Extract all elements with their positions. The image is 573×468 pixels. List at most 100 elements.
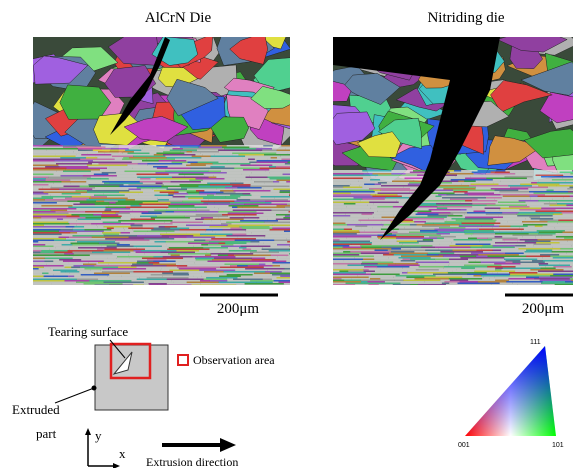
texture bbox=[286, 261, 330, 263]
texture bbox=[369, 188, 410, 190]
texture bbox=[485, 211, 491, 213]
texture bbox=[33, 246, 53, 248]
texture bbox=[333, 182, 378, 184]
texture bbox=[417, 241, 433, 243]
texture bbox=[447, 271, 452, 273]
texture bbox=[123, 228, 128, 230]
texture bbox=[109, 183, 142, 185]
texture bbox=[541, 176, 548, 178]
texture bbox=[39, 247, 55, 249]
texture bbox=[33, 172, 77, 174]
texture bbox=[101, 246, 106, 248]
texture bbox=[536, 211, 573, 213]
texture bbox=[423, 239, 433, 241]
texture bbox=[156, 153, 184, 155]
texture bbox=[141, 205, 168, 207]
texture bbox=[33, 268, 39, 270]
texture bbox=[333, 179, 370, 181]
texture bbox=[252, 178, 270, 180]
texture bbox=[86, 157, 97, 159]
texture bbox=[460, 257, 504, 259]
texture bbox=[91, 270, 101, 272]
texture bbox=[131, 219, 155, 221]
texture bbox=[33, 237, 59, 239]
texture bbox=[281, 145, 302, 147]
texture bbox=[156, 183, 163, 185]
texture bbox=[259, 217, 283, 219]
texture bbox=[86, 217, 121, 219]
texture bbox=[458, 283, 500, 285]
texture bbox=[506, 232, 539, 234]
texture bbox=[211, 156, 245, 158]
texture bbox=[410, 259, 435, 261]
texture bbox=[130, 244, 166, 246]
texture bbox=[48, 184, 88, 186]
texture bbox=[436, 275, 474, 277]
texture bbox=[498, 215, 517, 217]
texture bbox=[333, 202, 369, 204]
schematic: Tearing surface Observation area Extrude… bbox=[12, 324, 275, 468]
texture bbox=[204, 219, 244, 221]
texture bbox=[149, 283, 167, 285]
texture bbox=[210, 226, 240, 228]
texture bbox=[208, 171, 221, 173]
texture bbox=[59, 237, 69, 239]
texture bbox=[420, 265, 449, 267]
texture bbox=[57, 202, 80, 204]
texture bbox=[170, 228, 189, 230]
texture bbox=[479, 229, 524, 231]
texture bbox=[188, 243, 219, 245]
texture bbox=[333, 173, 363, 175]
texture bbox=[131, 214, 156, 216]
texture bbox=[333, 250, 375, 252]
texture bbox=[172, 223, 204, 225]
texture bbox=[133, 246, 161, 248]
texture bbox=[401, 248, 411, 250]
texture bbox=[33, 174, 53, 176]
texture bbox=[154, 210, 196, 212]
texture bbox=[490, 278, 509, 280]
texture bbox=[103, 222, 121, 224]
texture bbox=[363, 173, 372, 175]
texture bbox=[277, 150, 311, 152]
texture bbox=[360, 185, 381, 187]
texture bbox=[166, 208, 178, 210]
texture bbox=[100, 270, 118, 272]
texture bbox=[33, 252, 40, 254]
texture bbox=[81, 274, 109, 276]
texture bbox=[222, 214, 257, 216]
texture bbox=[178, 208, 195, 210]
texture bbox=[233, 279, 262, 281]
texture bbox=[468, 194, 500, 196]
texture bbox=[564, 238, 573, 240]
texture bbox=[72, 252, 92, 254]
texture bbox=[344, 280, 361, 282]
texture bbox=[140, 216, 157, 218]
texture bbox=[476, 260, 506, 262]
texture bbox=[500, 223, 533, 225]
texture bbox=[464, 193, 494, 195]
texture bbox=[91, 196, 107, 198]
texture bbox=[274, 280, 294, 282]
texture bbox=[281, 156, 307, 158]
texture bbox=[73, 235, 104, 237]
texture bbox=[531, 218, 553, 220]
label: Extrusion direction bbox=[146, 455, 238, 468]
texture bbox=[242, 207, 284, 209]
texture bbox=[130, 232, 166, 234]
texture bbox=[143, 225, 186, 227]
texture bbox=[403, 268, 444, 270]
texture bbox=[256, 238, 286, 240]
texture bbox=[93, 160, 112, 162]
texture bbox=[453, 214, 464, 216]
texture bbox=[270, 190, 279, 192]
texture bbox=[472, 206, 509, 208]
texture bbox=[539, 181, 566, 183]
texture bbox=[536, 284, 554, 286]
texture bbox=[232, 153, 276, 155]
texture bbox=[333, 212, 374, 214]
texture bbox=[271, 255, 289, 257]
texture bbox=[425, 281, 445, 283]
texture bbox=[265, 201, 307, 203]
texture bbox=[207, 183, 230, 185]
